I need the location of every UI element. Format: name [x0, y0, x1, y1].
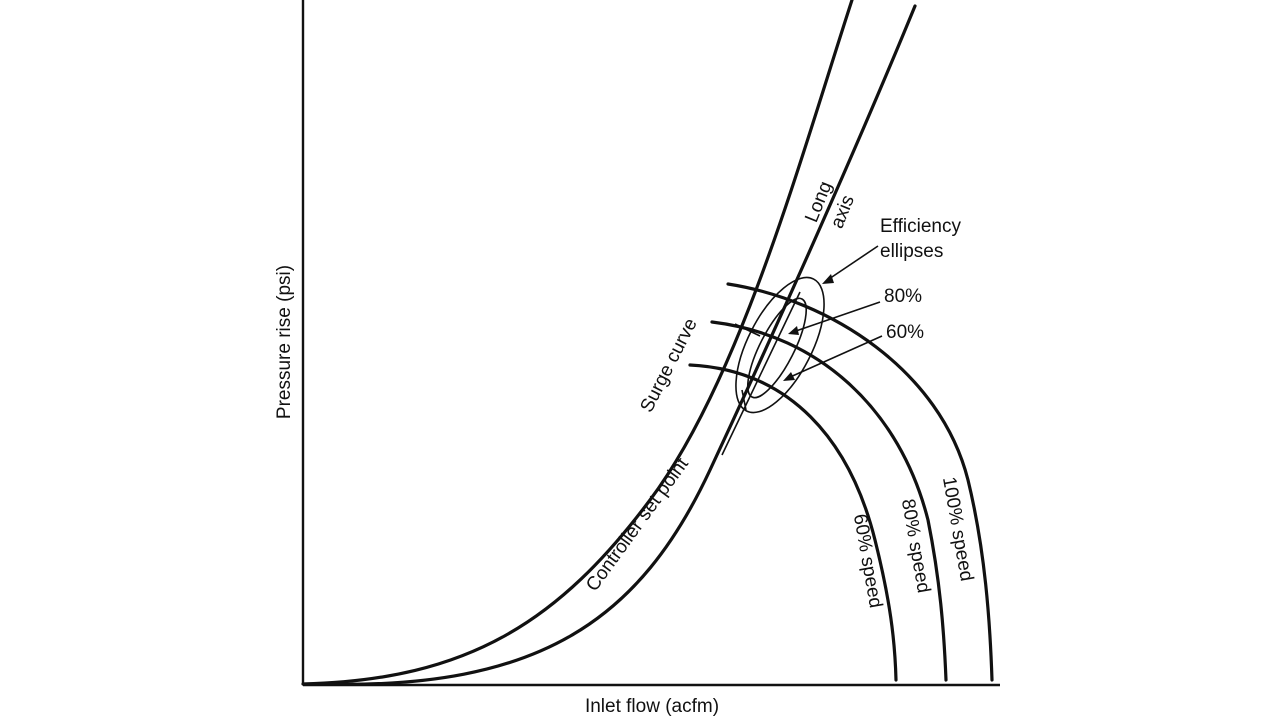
- speed-label-80: 80% speed: [897, 497, 934, 594]
- efficiency-80-label: 80%: [884, 286, 922, 307]
- long-axis-line: [721, 291, 801, 456]
- controller-set-point-label: Controller set point: [582, 454, 693, 596]
- efficiency-label-line1: Efficiency: [880, 216, 961, 237]
- surge-tick-mark: [734, 323, 761, 337]
- lower-tick-mark: [741, 389, 747, 411]
- arrow-60: [787, 335, 883, 379]
- speed-line-80: [710, 320, 948, 682]
- controller-set-point-curve: [318, 4, 917, 686]
- efficiency-arrow-head: [822, 274, 834, 284]
- arrow-80: [792, 301, 881, 333]
- arrow-80-head: [788, 326, 799, 335]
- speed-line-60: [688, 363, 898, 682]
- efficiency-arrow: [825, 245, 879, 282]
- efficiency-ellipse-80: [746, 297, 808, 399]
- efficiency-ellipse-60: [735, 276, 825, 414]
- surge-curve: [301, 0, 854, 686]
- efficiency-label-line2: ellipses: [880, 241, 943, 262]
- efficiency-60-label: 60%: [886, 322, 924, 343]
- x-axis-label: Inlet flow (acfm): [585, 696, 719, 717]
- speed-line-100: [726, 282, 994, 682]
- y-axis-label: Pressure rise (psi): [274, 265, 295, 419]
- arrow-60-head: [783, 372, 795, 381]
